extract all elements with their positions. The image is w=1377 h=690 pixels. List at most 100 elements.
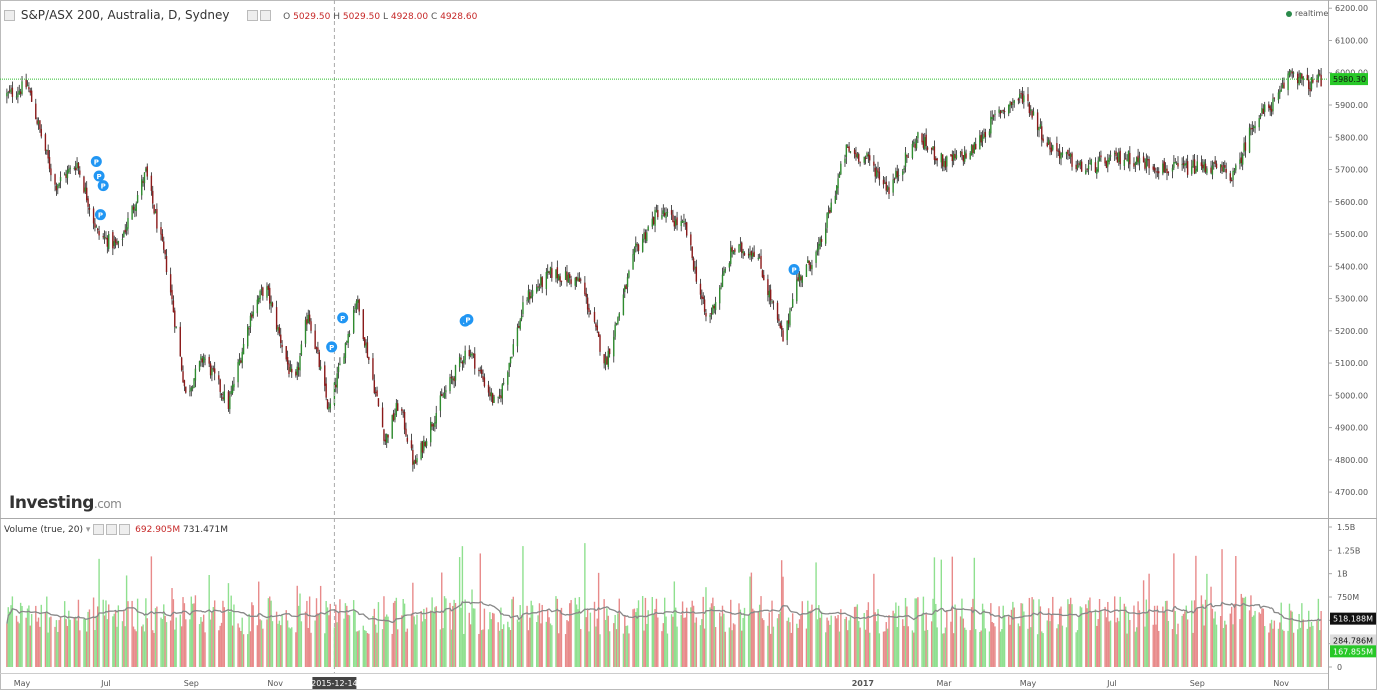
- settings-icon[interactable]: [93, 524, 105, 535]
- candle: [750, 251, 753, 256]
- candle: [560, 280, 563, 282]
- candle: [1156, 171, 1159, 173]
- volume-bar: [511, 599, 513, 667]
- candle: [1287, 73, 1289, 91]
- candle: [815, 251, 817, 263]
- candle: [936, 158, 938, 161]
- volume-bar: [152, 630, 154, 667]
- candle: [1108, 157, 1110, 162]
- volume-bar: [1003, 614, 1006, 667]
- candle: [511, 356, 513, 358]
- volume-bar: [434, 607, 436, 667]
- volume-bar: [992, 623, 995, 667]
- candle: [335, 384, 337, 388]
- candle: [537, 286, 539, 288]
- volume-bar: [1056, 628, 1058, 667]
- volume-bar: [603, 599, 605, 667]
- volume-bar: [1259, 613, 1262, 667]
- collapse-icon[interactable]: [4, 10, 15, 21]
- volume-bar: [10, 605, 12, 667]
- volume-bar: [811, 604, 813, 667]
- volume-bar: [705, 587, 707, 667]
- volume-bar: [1094, 609, 1097, 667]
- volume-bar: [384, 616, 387, 667]
- volume-bar: [818, 605, 820, 667]
- volume-bar: [421, 621, 424, 667]
- volume-bar: [915, 598, 918, 667]
- candle: [888, 187, 890, 195]
- visibility-icon[interactable]: [260, 10, 272, 21]
- candle: [319, 366, 322, 369]
- candle: [589, 313, 592, 315]
- candle: [251, 314, 253, 318]
- candle: [97, 228, 99, 231]
- volume-bar: [35, 605, 37, 667]
- candle: [299, 356, 301, 371]
- candle: [103, 237, 106, 239]
- candle: [641, 238, 644, 252]
- candle: [285, 346, 287, 360]
- chevron-down-icon[interactable]: ▾: [85, 525, 91, 535]
- volume-bar: [731, 630, 733, 667]
- volume-bar: [482, 629, 484, 667]
- volume-bar: [48, 617, 51, 667]
- settings-icon[interactable]: [247, 10, 259, 21]
- volume-bar: [732, 623, 735, 667]
- volume-bar: [1115, 622, 1117, 667]
- volume-bar: [420, 610, 422, 667]
- candle: [1125, 158, 1127, 160]
- candle: [1310, 77, 1313, 90]
- candle: [757, 257, 759, 259]
- time-tick-label: Sep: [1190, 679, 1205, 688]
- candle: [719, 287, 721, 304]
- volume-bar: [83, 618, 85, 667]
- ohlc-values: O 5029.50 H 5029.50 L 4928.00 C 4928.60: [283, 12, 478, 22]
- volume-bar: [858, 621, 860, 667]
- candle: [941, 154, 944, 167]
- candle: [141, 179, 143, 196]
- volume-bar: [935, 603, 937, 667]
- volume-bar: [959, 616, 962, 667]
- candle: [990, 116, 992, 134]
- candle: [867, 154, 870, 157]
- volume-bar: [877, 609, 879, 667]
- volume-bar: [742, 618, 744, 667]
- volume-bar: [59, 617, 62, 667]
- volume-bar: [1204, 599, 1207, 667]
- candle: [845, 144, 848, 157]
- candle: [185, 386, 187, 393]
- candle: [962, 155, 965, 162]
- candle: [1298, 77, 1300, 85]
- close-icon[interactable]: [119, 524, 131, 535]
- visibility-icon[interactable]: [106, 524, 118, 535]
- candle: [363, 337, 366, 346]
- volume-bar: [895, 602, 897, 667]
- candle: [179, 326, 181, 357]
- candle: [47, 150, 49, 159]
- candle: [625, 284, 627, 290]
- volume-bar: [179, 614, 181, 667]
- time-tick-label: May: [1020, 679, 1037, 688]
- volume-title: Volume (true, 20): [4, 525, 84, 535]
- candle: [902, 171, 904, 176]
- candle: [807, 259, 809, 263]
- candle: [180, 357, 183, 371]
- volume-bar: [141, 626, 143, 667]
- candle: [355, 301, 358, 309]
- candle: [1090, 159, 1092, 166]
- candle: [421, 441, 424, 453]
- volume-bar: [256, 625, 259, 667]
- volume-bar: [304, 611, 307, 667]
- volume-bar: [259, 619, 261, 667]
- candle: [223, 391, 226, 401]
- volume-bar: [1047, 608, 1050, 667]
- candle: [791, 299, 794, 308]
- candle: [1038, 127, 1040, 131]
- candle: [1080, 161, 1083, 172]
- volume-bar: [720, 616, 722, 667]
- candle: [541, 277, 543, 287]
- volume-bar: [252, 605, 254, 667]
- volume-bar: [1211, 608, 1214, 667]
- volume-bar: [387, 616, 389, 667]
